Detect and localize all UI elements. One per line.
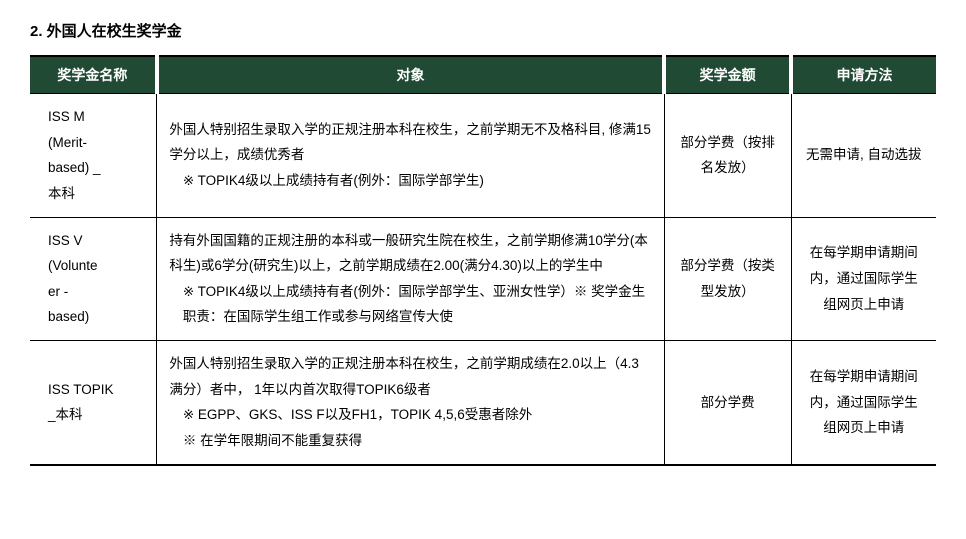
- table-row: ISS TOPIK _本科 外国人特别招生录取入学的正规注册本科在校生，之前学期…: [30, 341, 936, 465]
- scholarship-table: 奖学金名称 对象 奖学金额 申请方法 ISS M (Merit- based) …: [30, 55, 936, 466]
- table-header-row: 奖学金名称 对象 奖学金额 申请方法: [30, 56, 936, 94]
- table-row: ISS V (Volunte er - based) 持有外国国籍的正规注册的本…: [30, 217, 936, 341]
- target-text: 外国人特别招生录取入学的正规注册本科在校生，之前学期无不及格科目, 修满15学分…: [169, 117, 651, 168]
- target-text: 外国人特别招生录取入学的正规注册本科在校生，之前学期成绩在2.0以上（4.3满分…: [169, 351, 651, 402]
- name-line: (Merit-: [48, 135, 87, 150]
- cell-amount: 部分学费（按排名发放）: [664, 94, 791, 218]
- cell-apply: 无需申请, 自动选拔: [791, 94, 936, 218]
- name-line: (Volunte: [48, 258, 98, 273]
- target-note: ※ EGPP、GKS、ISS F以及FH1，TOPIK 4,5,6受惠者除外: [169, 402, 651, 428]
- cell-amount: 部分学费: [664, 341, 791, 465]
- target-note: ※ 在学年限期间不能重复获得: [169, 428, 651, 454]
- table-row: ISS M (Merit- based) _ 本科 外国人特别招生录取入学的正规…: [30, 94, 936, 218]
- name-line: ISS M: [48, 109, 85, 124]
- name-line: based): [48, 309, 89, 324]
- name-line: ISS TOPIK: [48, 382, 114, 397]
- target-text: 持有外国国籍的正规注册的本科或一般研究生院在校生，之前学期修满10学分(本科生)…: [169, 228, 651, 279]
- cell-target: 持有外国国籍的正规注册的本科或一般研究生院在校生，之前学期修满10学分(本科生)…: [157, 217, 664, 341]
- cell-name: ISS M (Merit- based) _ 本科: [30, 94, 157, 218]
- header-apply: 申请方法: [791, 56, 936, 94]
- cell-target: 外国人特别招生录取入学的正规注册本科在校生，之前学期成绩在2.0以上（4.3满分…: [157, 341, 664, 465]
- cell-apply: 在每学期申请期间内，通过国际学生组网页上申请: [791, 341, 936, 465]
- section-title: 2. 外国人在校生奖学金: [30, 20, 936, 41]
- cell-apply: 在每学期申请期间内，通过国际学生组网页上申请: [791, 217, 936, 341]
- header-name: 奖学金名称: [30, 56, 157, 94]
- cell-name: ISS TOPIK _本科: [30, 341, 157, 465]
- name-line: 本科: [48, 186, 75, 201]
- name-line: _本科: [48, 407, 83, 422]
- name-line: er -: [48, 284, 68, 299]
- target-note: ※ TOPIK4级以上成绩持有者(例外：国际学部学生、亚洲女性学）※ 奖学金生职…: [169, 279, 651, 330]
- cell-amount: 部分学费（按类型发放）: [664, 217, 791, 341]
- name-line: ISS V: [48, 233, 83, 248]
- cell-target: 外国人特别招生录取入学的正规注册本科在校生，之前学期无不及格科目, 修满15学分…: [157, 94, 664, 218]
- cell-name: ISS V (Volunte er - based): [30, 217, 157, 341]
- header-target: 对象: [157, 56, 664, 94]
- target-note: ※ TOPIK4级以上成绩持有者(例外：国际学部学生): [169, 168, 651, 194]
- name-line: based) _: [48, 160, 101, 175]
- header-amount: 奖学金额: [664, 56, 791, 94]
